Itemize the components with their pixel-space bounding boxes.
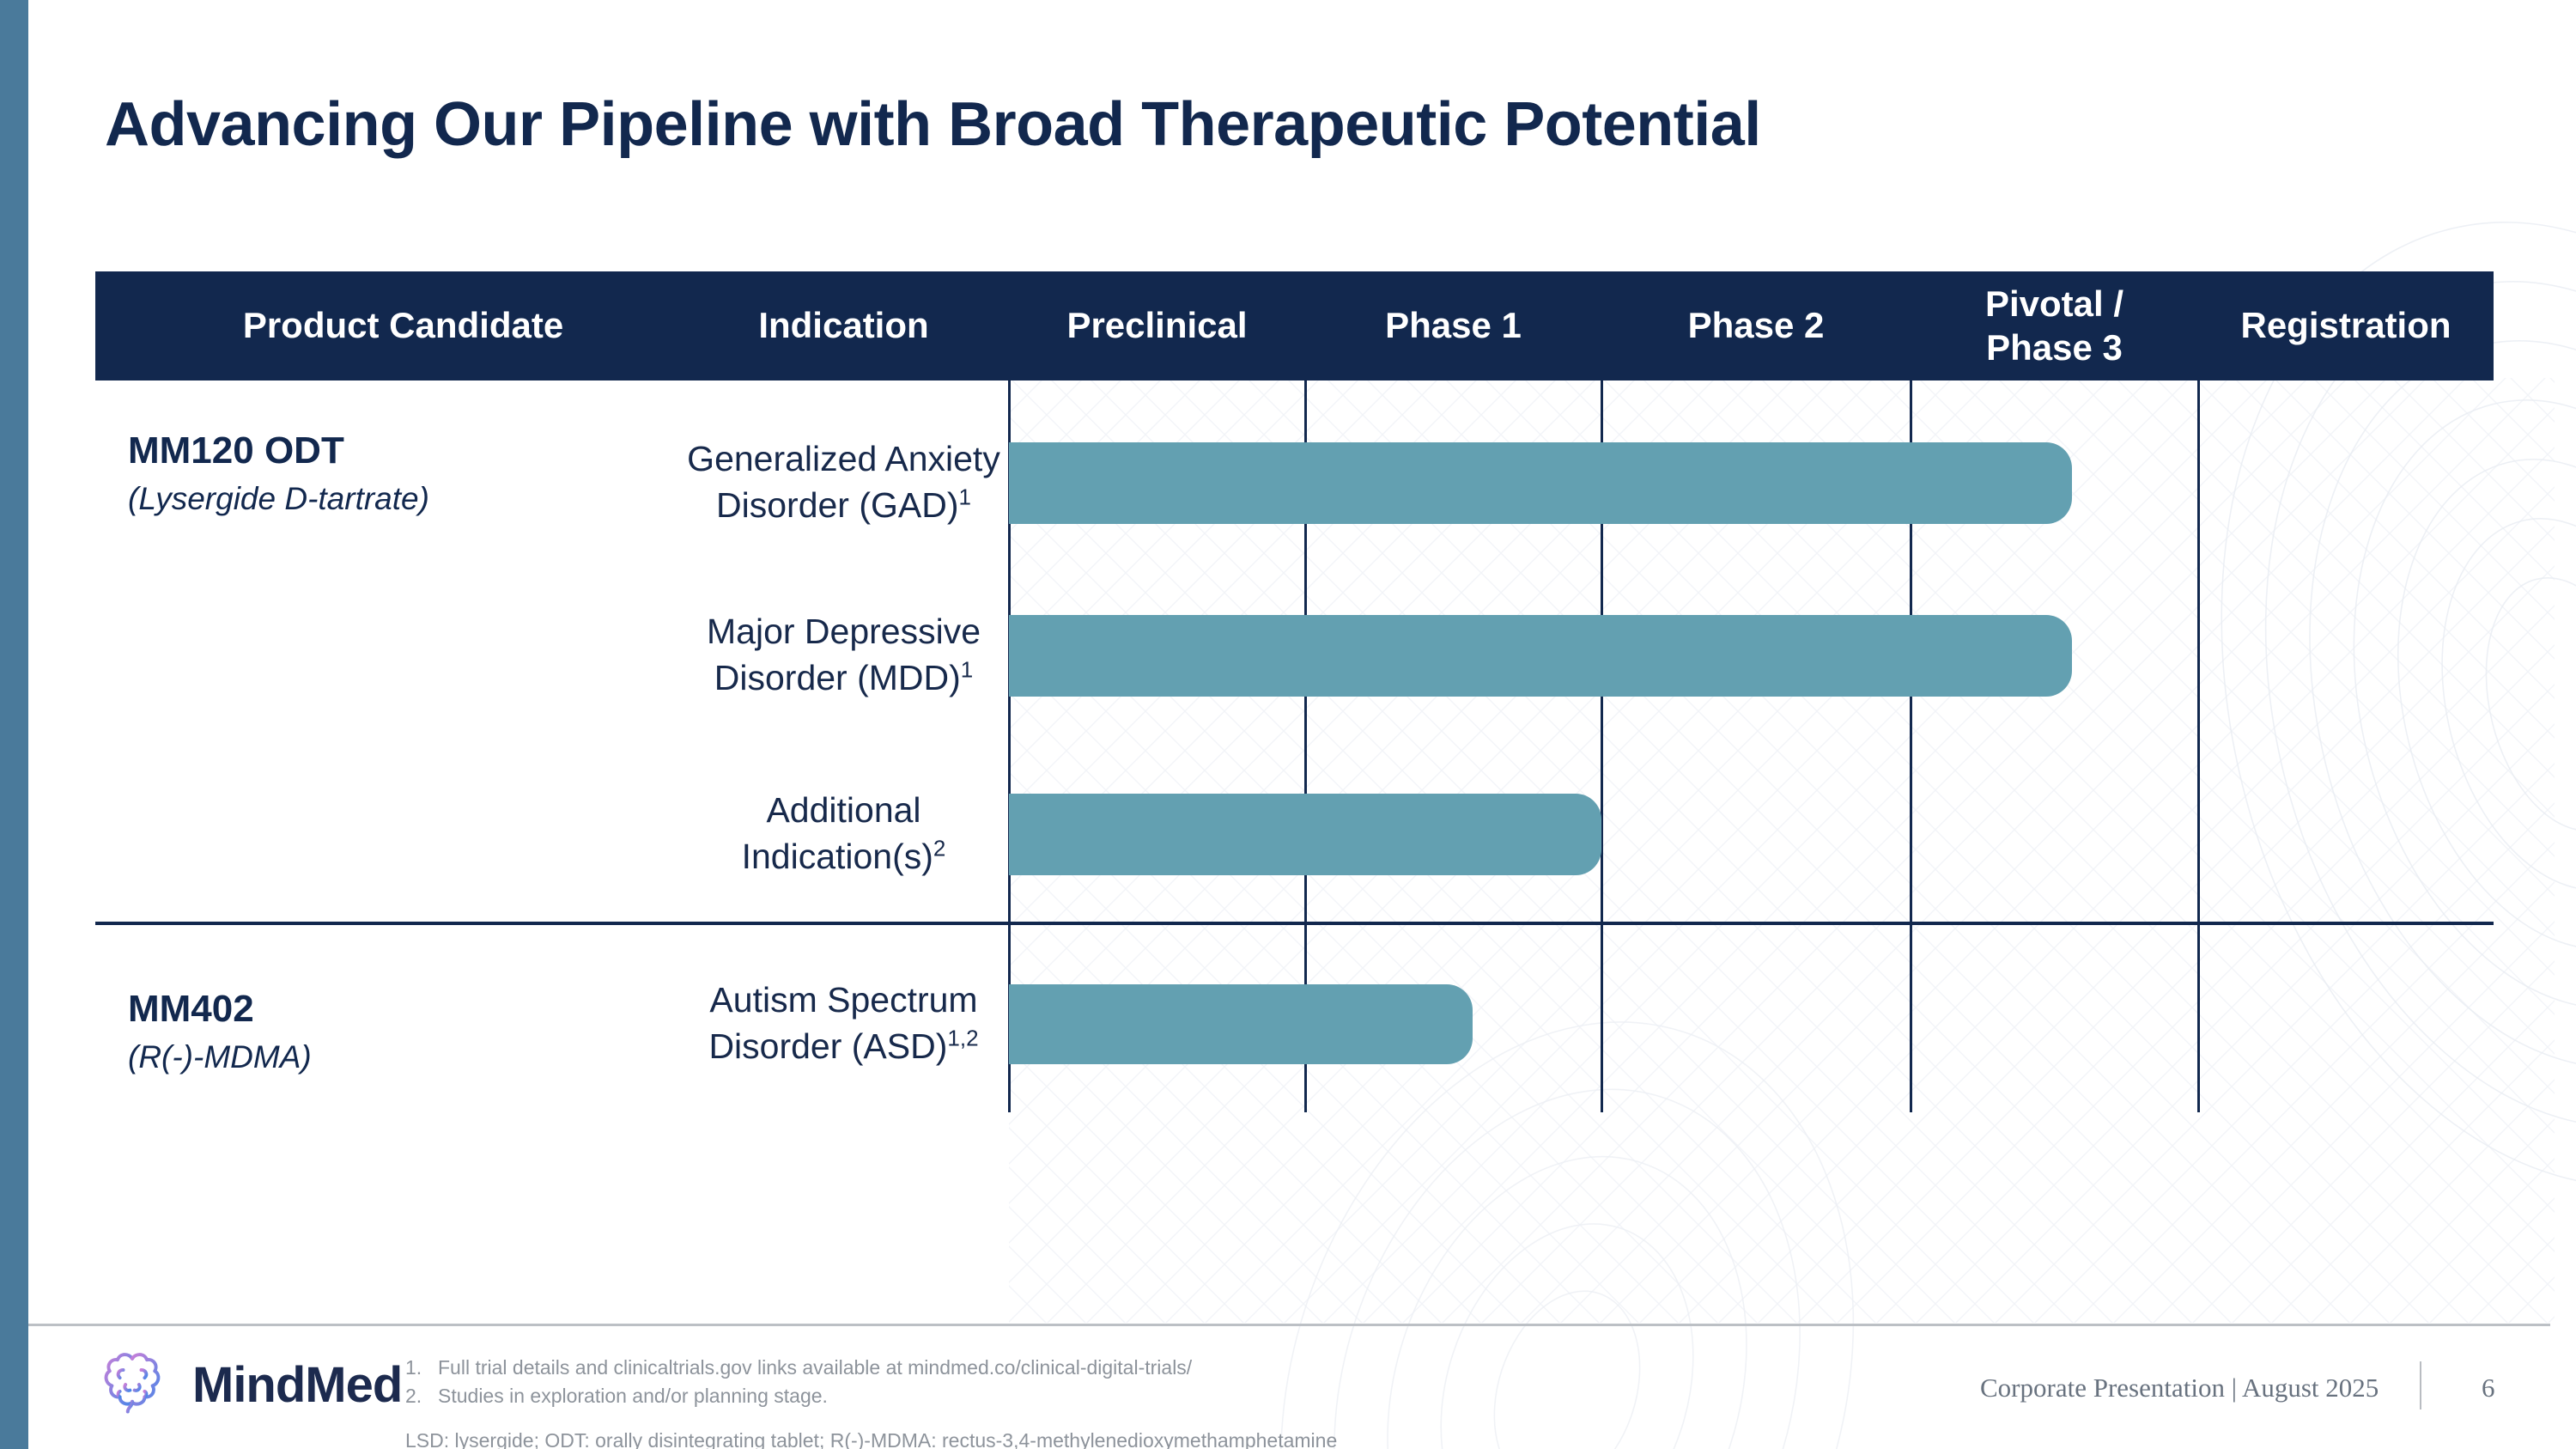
column-header-phase-2: Phase 2 xyxy=(1687,305,1825,346)
column-header-registration: Registration xyxy=(2240,305,2451,346)
column-header-pivotal-phase-3: Pivotal / Phase 3 xyxy=(1984,283,2124,368)
column-header-preclinical: Preclinical xyxy=(1066,305,1248,346)
pipeline-bar xyxy=(1009,442,2072,524)
product-formulation: (Lysergide D-tartrate) xyxy=(128,481,429,516)
indication-line1: Major Depressive xyxy=(707,612,981,651)
footnote-superscript: 1 xyxy=(958,484,971,510)
slide-accent-strip xyxy=(0,0,28,1449)
footnote-number: 1. xyxy=(405,1356,422,1379)
mindmed-logo: MindMed xyxy=(96,1349,403,1421)
indication-line1: Autism Spectrum xyxy=(709,980,978,1020)
pipeline-bar xyxy=(1009,794,1601,875)
gridline-registration-start xyxy=(2197,381,2200,1112)
pipeline-table-header: Product Candidate Indication Preclinical… xyxy=(95,271,2494,381)
footnote-text: Full trial details and clinicaltrials.go… xyxy=(438,1356,1193,1379)
footnote-superscript: 2 xyxy=(933,835,946,861)
column-header-phase-1: Phase 1 xyxy=(1385,305,1522,346)
column-header-indication: Indication xyxy=(758,305,929,346)
indication-label-gad: Generalized Anxiety Disorder (GAD)1 xyxy=(678,435,1009,528)
brain-icon xyxy=(104,1353,161,1414)
footnote-number: 2. xyxy=(405,1384,422,1407)
mindmed-wordmark: MindMed xyxy=(192,1356,403,1413)
indication-line2: Disorder (MDD) xyxy=(714,658,961,698)
indication-line2: Indication(s) xyxy=(741,837,933,877)
indication-line2: Disorder (GAD) xyxy=(716,485,959,526)
footnote-2: 2. Studies in exploration and/or plannin… xyxy=(405,1382,1337,1410)
presentation-footer-text: Corporate Presentation | August 2025 xyxy=(1980,1373,2379,1403)
footer-vertical-divider xyxy=(2420,1361,2421,1409)
pipeline-bar xyxy=(1009,984,1473,1064)
page-number: 6 xyxy=(2482,1373,2495,1403)
product-group-separator xyxy=(95,922,2494,925)
indication-line1: Generalized Anxiety xyxy=(687,439,1000,478)
product-name: MM120 ODT xyxy=(128,429,344,472)
footnote-superscript: 1 xyxy=(960,656,974,683)
product-label-mm402: MM402 (R(-)-MDMA) xyxy=(128,988,312,1075)
pipeline-bar xyxy=(1009,615,2072,697)
indication-line2: Disorder (ASD) xyxy=(708,1026,948,1067)
indication-label-additional: Additional Indication(s)2 xyxy=(678,787,1009,880)
footnote-text: Studies in exploration and/or planning s… xyxy=(438,1384,828,1407)
abbreviations-note: LSD: lysergide; ODT: orally disintegrati… xyxy=(405,1429,1338,1449)
slide-title: Advancing Our Pipeline with Broad Therap… xyxy=(105,90,1761,160)
column-header-product-candidate: Product Candidate xyxy=(242,305,564,346)
footnotes: 1. Full trial details and clinicaltrials… xyxy=(405,1354,1337,1449)
footnote-1: 1. Full trial details and clinicaltrials… xyxy=(405,1354,1337,1382)
footer-divider xyxy=(28,1324,2550,1326)
product-formulation: (R(-)-MDMA) xyxy=(128,1039,312,1075)
product-name: MM402 xyxy=(128,988,254,1030)
indication-label-mdd: Major Depressive Disorder (MDD)1 xyxy=(678,608,1009,701)
footnote-superscript: 1,2 xyxy=(947,1025,979,1051)
product-label-mm120-odt: MM120 ODT (Lysergide D-tartrate) xyxy=(128,429,429,517)
indication-label-asd: Autism Spectrum Disorder (ASD)1,2 xyxy=(678,977,1009,1069)
indication-line1: Additional xyxy=(766,790,921,830)
